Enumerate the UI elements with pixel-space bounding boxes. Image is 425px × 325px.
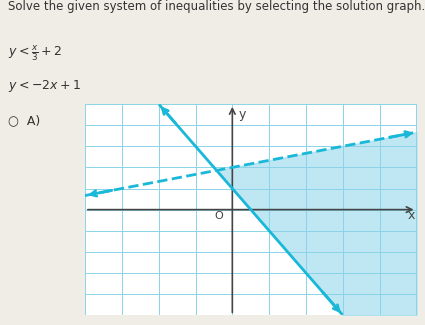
Text: y: y bbox=[239, 108, 246, 121]
Text: x: x bbox=[407, 209, 415, 222]
Text: $y < \frac{x}{3} + 2$: $y < \frac{x}{3} + 2$ bbox=[8, 44, 62, 63]
Text: $y < -2x + 1$: $y < -2x + 1$ bbox=[8, 78, 82, 94]
Text: O: O bbox=[214, 211, 223, 221]
Text: ○  A): ○ A) bbox=[8, 114, 41, 127]
Text: Solve the given system of inequalities by selecting the solution graph.: Solve the given system of inequalities b… bbox=[8, 0, 425, 13]
